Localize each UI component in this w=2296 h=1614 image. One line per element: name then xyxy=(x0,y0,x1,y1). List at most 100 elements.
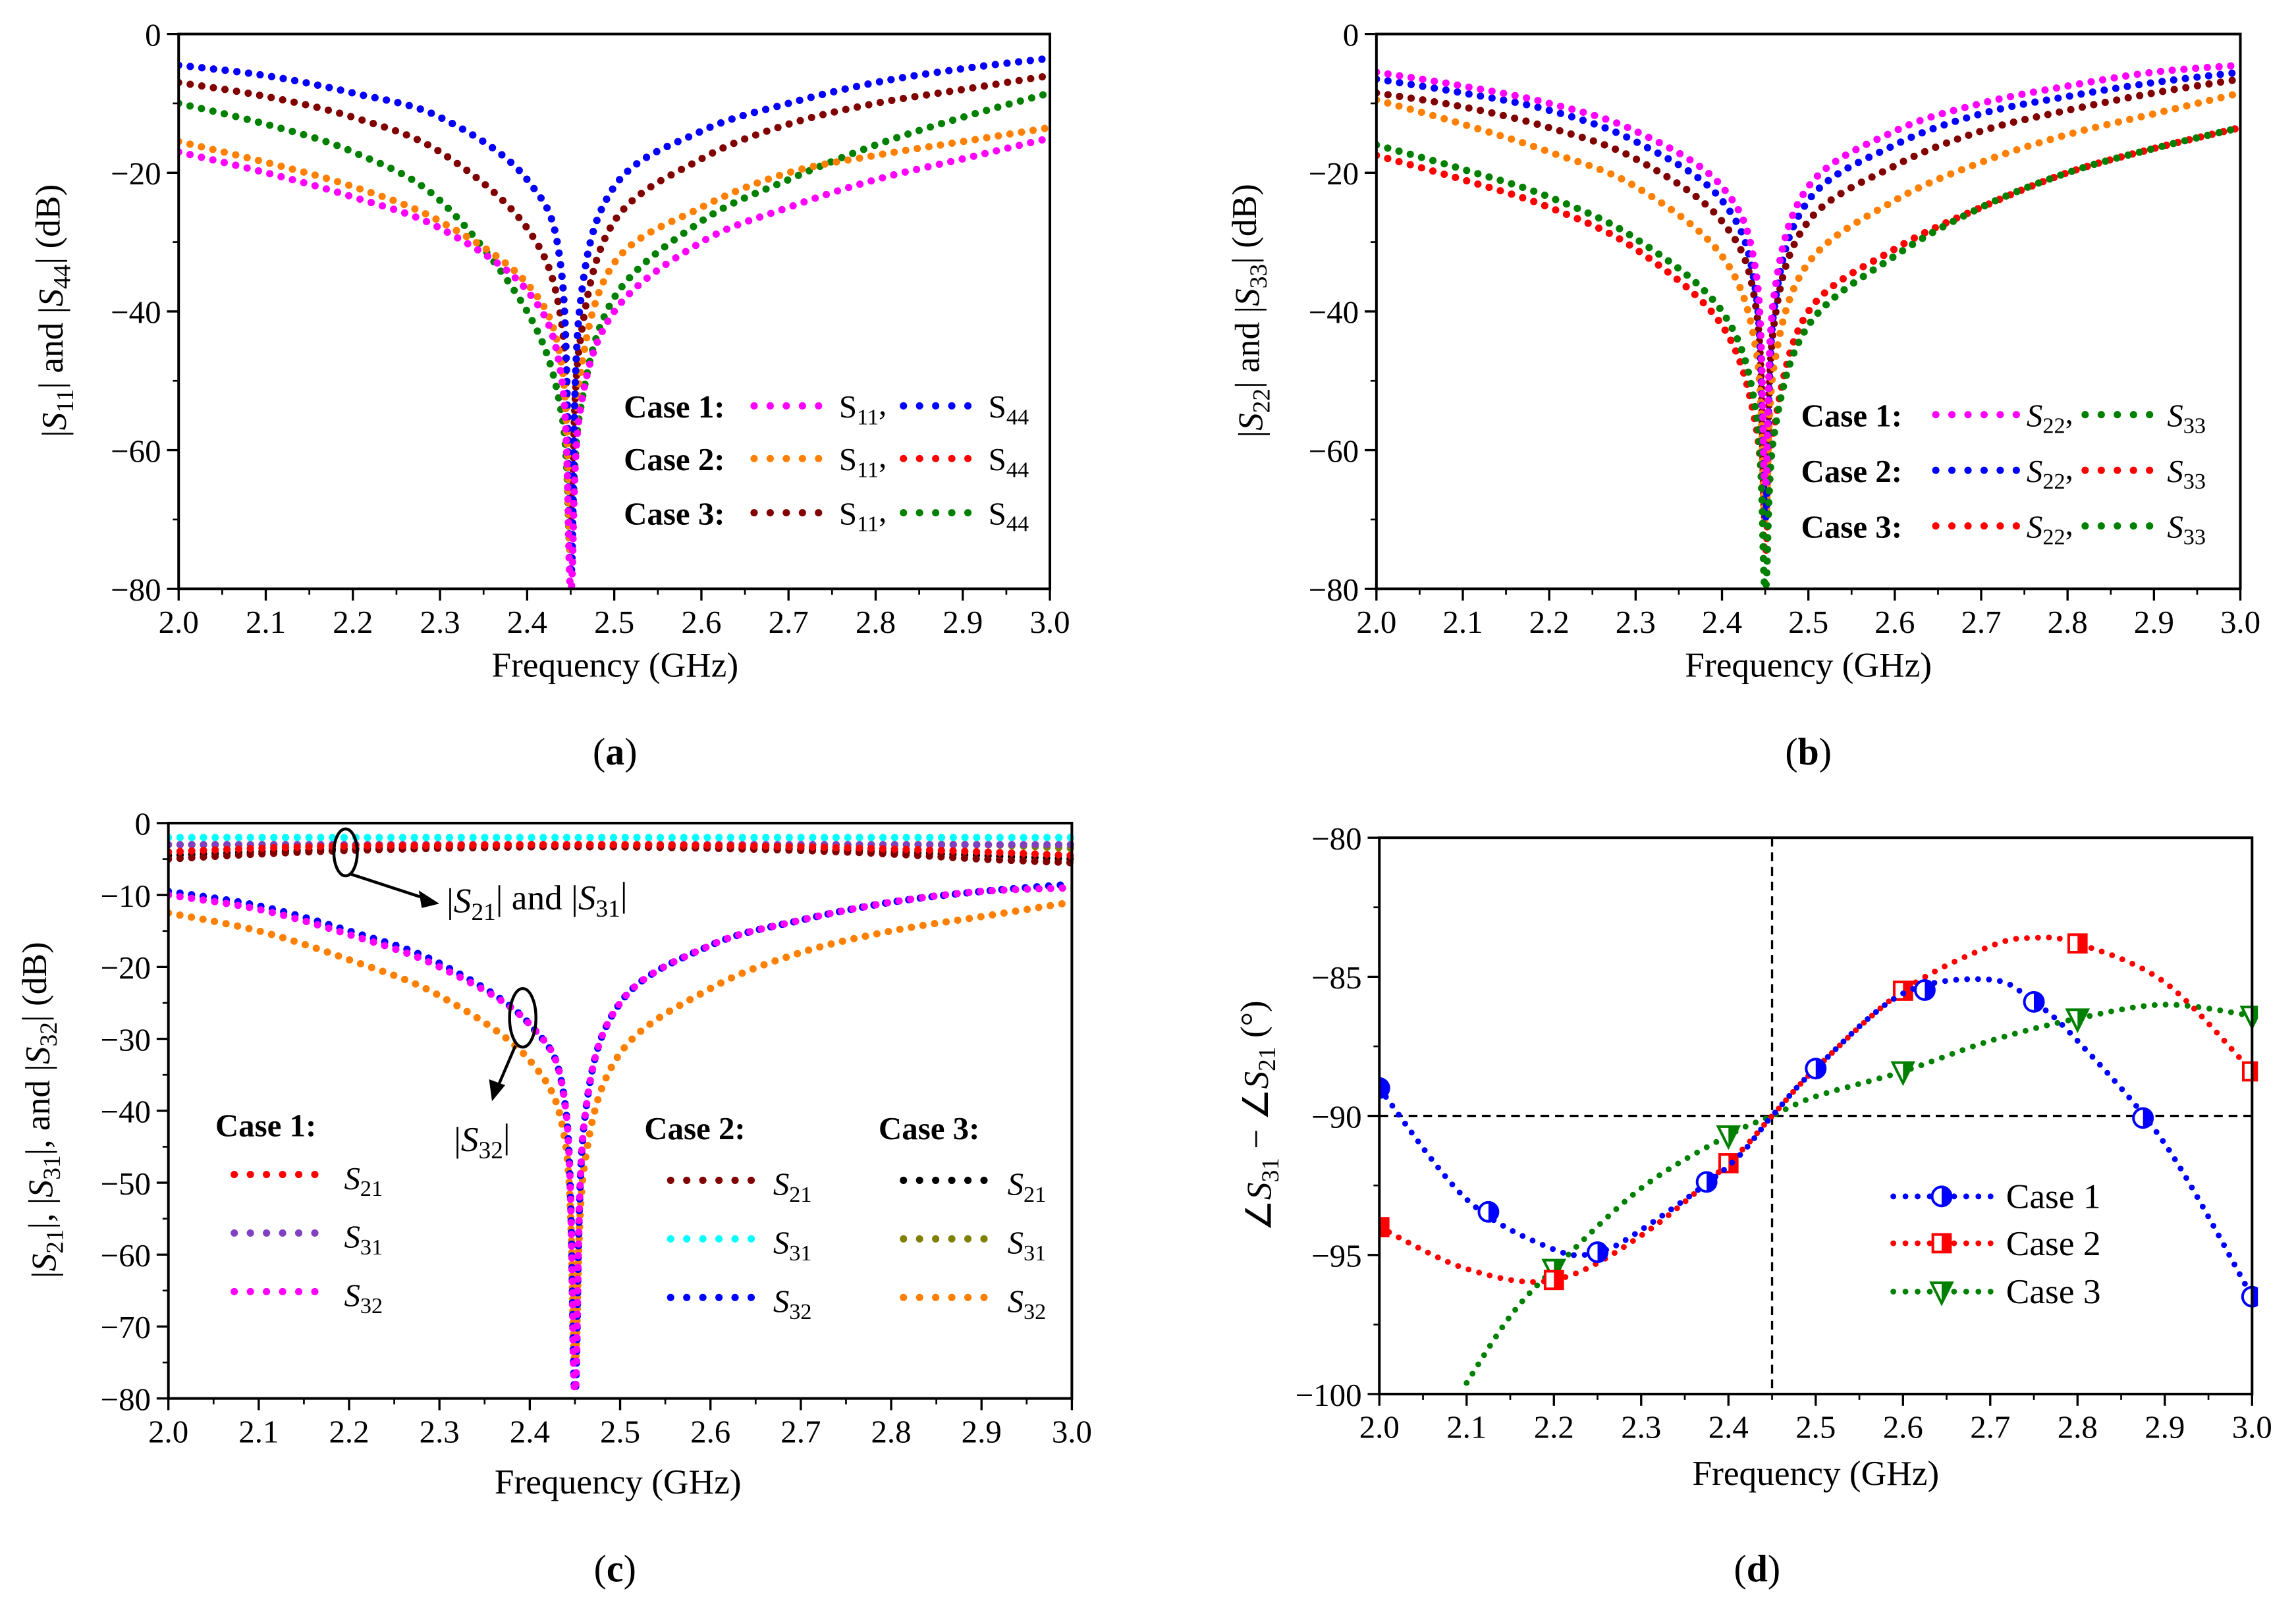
x-tick-label: 2.0 xyxy=(1356,604,1396,640)
series-case-1-3-s33 xyxy=(1376,124,2245,593)
marker-fill xyxy=(1941,1187,1952,1206)
y-tick-label: −80 xyxy=(100,1381,151,1417)
half-triangle-marker-icon xyxy=(2065,1008,2091,1034)
panel-caption: (a) xyxy=(593,730,637,773)
x-tick-label: 2.1 xyxy=(1442,604,1483,640)
x-tick-label: 2.8 xyxy=(2048,604,2088,640)
half-triangle-marker-icon xyxy=(1716,1125,1741,1150)
x-tick-label: 2.4 xyxy=(1708,1409,1749,1445)
annotation-label: |S32​| xyxy=(454,1116,510,1164)
marker-fill xyxy=(1379,1078,1389,1098)
x-tick-label: 2.0 xyxy=(1359,1409,1400,1445)
x-tick-label: 2.9 xyxy=(962,1413,1002,1449)
legend-item-label: Case 1 xyxy=(2006,1177,2101,1216)
legend-item-label: S11​, xyxy=(839,386,887,430)
half-circle-marker-icon xyxy=(1587,1241,1608,1264)
x-tick-label: 2.8 xyxy=(856,604,896,640)
legend-item-label: S44​ xyxy=(989,389,1029,429)
series-case-3-s21 xyxy=(168,842,1076,863)
series-case-1-s11 xyxy=(178,134,1054,593)
half-triangle-marker-icon xyxy=(1929,1281,1954,1306)
x-tick-label: 2.6 xyxy=(1874,604,1915,640)
marker-fill xyxy=(1379,1218,1388,1236)
x-tick-label: 2.7 xyxy=(1961,604,2001,640)
y-tick-label: −20 xyxy=(111,155,161,192)
series-case-2-s33-case-3-s22 xyxy=(1376,124,2245,558)
arrow-head xyxy=(489,1079,506,1102)
legend-item-label: S33​ xyxy=(2167,453,2206,494)
plot-frame xyxy=(1378,836,2254,1396)
series-case-3-s44 xyxy=(178,89,1054,558)
legend-case-label: Case 2: xyxy=(644,1110,745,1146)
y-tick-label: 0 xyxy=(145,16,161,53)
x-tick-label: 2.5 xyxy=(1795,1409,1836,1445)
x-axis-label: Frequency (GHz) xyxy=(1685,645,1932,685)
x-tick-label: 2.5 xyxy=(600,1413,640,1449)
x-axis-label: Frequency (GHz) xyxy=(495,1462,742,1501)
annotation-arrow xyxy=(496,1045,517,1088)
x-tick-label: 2.1 xyxy=(246,604,286,640)
legend: Case 1: S22​, S33​ Case 2: S22​, S33​ Case 3: S… xyxy=(1801,394,2206,550)
legend-item-label: S32​ xyxy=(1008,1283,1047,1324)
x-tick-label: 2.2 xyxy=(1529,604,1570,640)
legend-item-label: S44​ xyxy=(989,441,1029,482)
marker-fill xyxy=(2252,1007,2258,1028)
legend: Case 1: S21​ S31​ S32​ Case 2: S21​ S31​ S32​ Ca… xyxy=(215,1108,1046,1324)
y-tick-label: −60 xyxy=(1309,433,1359,469)
legend-item-label: S21​ xyxy=(1008,1166,1047,1207)
y-axis-label: |S21​|, |S31​|, and |S32​| (dB) xyxy=(14,942,69,1278)
legend-item-label: S32​ xyxy=(344,1278,383,1318)
half-triangle-marker-icon xyxy=(2239,1006,2258,1031)
y-tick-label: −80 xyxy=(111,572,161,608)
x-tick-label: 2.0 xyxy=(159,604,199,640)
legend-case-label: Case 1: xyxy=(624,389,724,425)
y-tick-label: −20 xyxy=(100,950,151,986)
y-tick-label: −100 xyxy=(1296,1377,1362,1413)
y-tick-label: −50 xyxy=(100,1166,151,1202)
legend-item-label: S33​ xyxy=(2167,508,2206,549)
y-tick-label: −85 xyxy=(1311,959,1362,996)
legend-case-label: Case 2: xyxy=(1801,453,1902,489)
y-tick-label: −40 xyxy=(100,1094,151,1130)
y-axis-label: ∠S31​ − ∠S21​ (°) xyxy=(1233,1000,1284,1231)
chart-panel-b: 2.0 2.1 2.2 2.3 2.4 2.5 2.6 2.7 2.8 2.9 3.0 −80 −60 −… xyxy=(1224,16,2260,773)
y-tick-label: −30 xyxy=(100,1021,151,1058)
marker-fill xyxy=(1815,1059,1826,1079)
x-tick-label: 3.0 xyxy=(2220,604,2260,640)
marker-fill xyxy=(1707,1172,1716,1192)
series-group xyxy=(1376,61,2245,593)
legend-case-label: Case 1: xyxy=(215,1108,316,1144)
legend-item-label: S32​ xyxy=(773,1283,812,1324)
x-tick-label: 2.4 xyxy=(1702,604,1742,640)
panel-caption: (d) xyxy=(1734,1547,1781,1590)
marker-fill xyxy=(1903,1062,1913,1083)
annotation-arrow xyxy=(350,873,428,901)
series-case-2-s21 xyxy=(168,843,1076,867)
half-square-marker-icon xyxy=(2067,933,2088,954)
y-tick-label: −60 xyxy=(100,1237,151,1274)
marker-fill xyxy=(2252,1287,2258,1306)
marker-fill xyxy=(1925,981,1934,1000)
series-case-3 xyxy=(1463,1002,2255,1386)
x-tick-label: 2.9 xyxy=(2145,1409,2185,1445)
half-circle-marker-icon xyxy=(2132,1107,2154,1129)
legend-case-label: Case 3: xyxy=(624,495,724,531)
x-tick-label: 2.1 xyxy=(1446,1409,1487,1445)
x-tick-label: 2.7 xyxy=(769,604,809,640)
half-circle-marker-icon xyxy=(1379,1077,1390,1099)
marker-fill xyxy=(2077,1009,2088,1031)
half-circle-marker-icon xyxy=(2023,990,2045,1013)
x-tick-label: 2.4 xyxy=(507,604,547,640)
series-case-3-s31 xyxy=(168,840,1076,852)
annotation-ellipse xyxy=(508,986,537,1049)
series-case-2-s11 xyxy=(178,124,1054,558)
half-triangle-marker-icon xyxy=(1890,1061,1916,1087)
legend-case-label: Case 2: xyxy=(624,441,724,477)
legend: Case 1 Case 2 Case 3 xyxy=(1890,1177,2101,1311)
series-case-1-s32 xyxy=(168,884,1076,1395)
legend-item-label: S31​ xyxy=(773,1225,812,1266)
x-tick-label: 2.3 xyxy=(1621,1409,1661,1445)
legend-item-label: Case 2 xyxy=(2006,1224,2101,1263)
half-square-marker-icon xyxy=(1931,1233,1952,1254)
